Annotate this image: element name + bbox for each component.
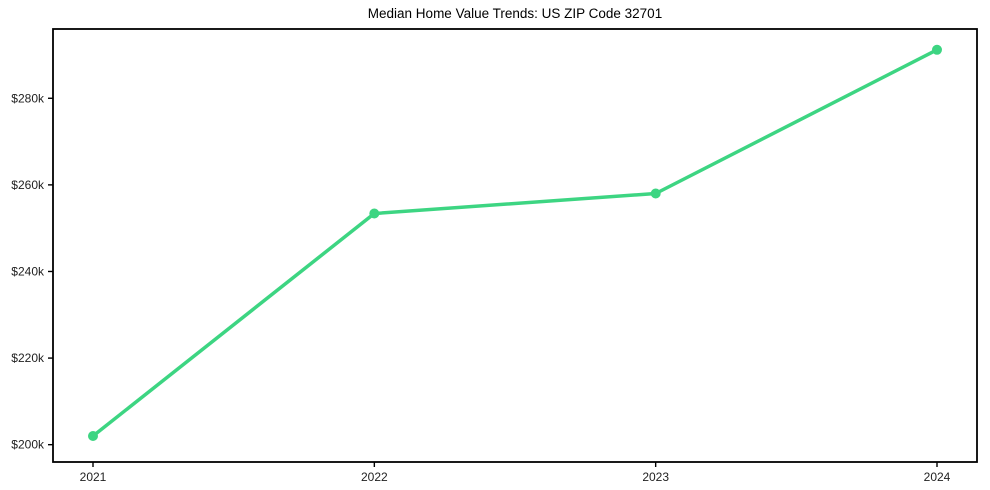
y-tick-label: $220k: [11, 351, 45, 365]
x-tick-label: 2024: [924, 470, 951, 484]
trend-line: [91, 48, 939, 438]
data-point-marker: [932, 44, 942, 55]
x-tick-label: 2022: [361, 470, 388, 484]
data-point-marker: [650, 188, 661, 199]
y-tick-label: $260k: [11, 178, 45, 192]
data-point-marker: [88, 431, 98, 441]
y-tick-label: $240k: [11, 264, 45, 278]
x-tick-label: 2021: [80, 470, 107, 484]
plot-border: [52, 28, 978, 463]
data-point-marker: [369, 208, 380, 219]
y-tick-label: $280k: [11, 91, 45, 105]
chart-title: Median Home Value Trends: US ZIP Code 32…: [367, 6, 663, 21]
y-tick-label: $200k: [11, 438, 45, 452]
x-tick-label: 2023: [642, 470, 669, 484]
